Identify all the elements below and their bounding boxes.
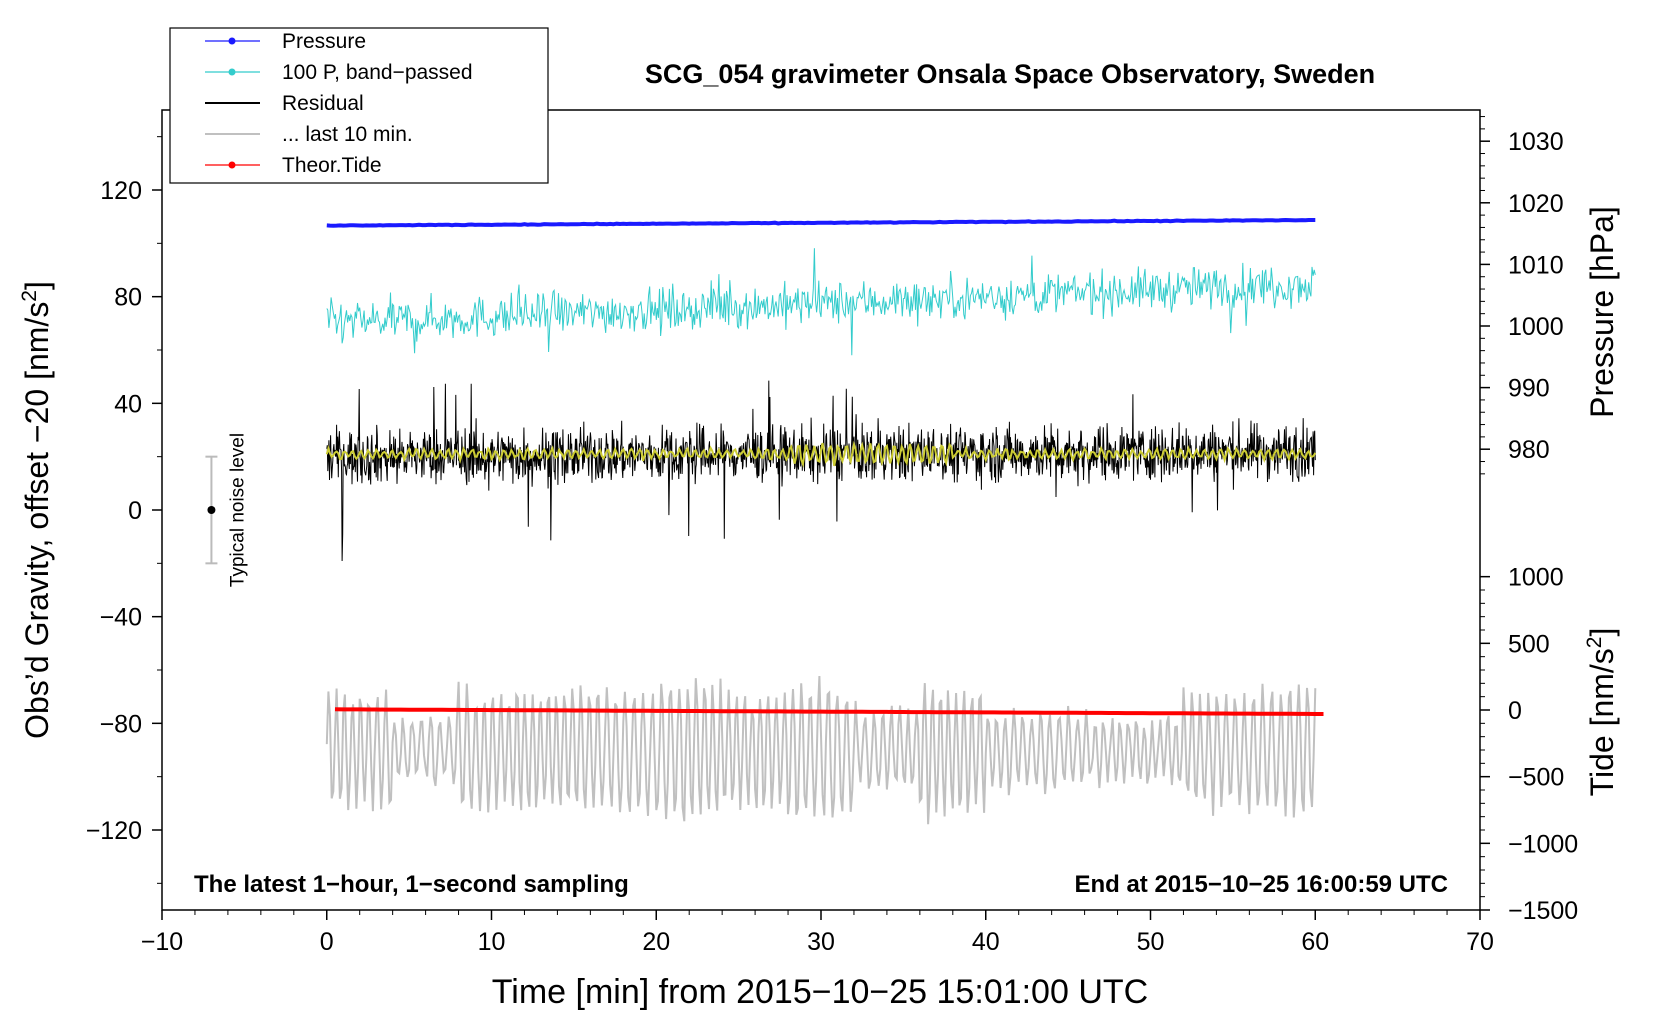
x-tick-label: 0 <box>320 928 334 956</box>
y-axis-left: 120 80 40 0 −40 −80 −120 <box>86 136 162 884</box>
pressure-tick-label: 980 <box>1508 436 1550 464</box>
x-tick-label: 10 <box>478 928 506 956</box>
noise-label: Typical noise level <box>227 433 248 587</box>
legend-pressure-label: Pressure <box>282 30 366 53</box>
tide-tick-label: 1000 <box>1508 564 1564 592</box>
y-tick-label: −120 <box>86 817 142 845</box>
y-tick-label: 0 <box>128 497 142 525</box>
y-tick-label: 40 <box>114 390 142 418</box>
pressure-tick-label: 990 <box>1508 375 1550 403</box>
pressure-tick-label: 1020 <box>1508 190 1564 218</box>
tide-tick-label: 500 <box>1508 630 1550 658</box>
y-tick-label: −40 <box>100 604 142 632</box>
series-layer <box>325 217 1324 825</box>
legend-theor-tide-label: Theor.Tide <box>282 154 382 177</box>
x-tick-label: 30 <box>807 928 835 956</box>
x-axis-label: Time [min] from 2015−10−25 15:01:00 UTC <box>492 973 1148 1011</box>
tide-tick-label: 0 <box>1508 697 1522 725</box>
tide-axis: 1000 500 0 −500 −1000 −1500 <box>1480 564 1578 925</box>
series-band-passed-pressure <box>326 248 1316 356</box>
y-tick-label: 120 <box>100 177 142 205</box>
tide-tick-label: −1000 <box>1508 830 1578 858</box>
legend-pressure-marker <box>228 37 236 45</box>
series-residual <box>326 380 1316 562</box>
annotation-sampling: The latest 1−hour, 1−second sampling <box>194 871 629 898</box>
y-axis-label-left: Obs’d Gravity, offset −20 [nm/s2] <box>18 281 55 739</box>
legend-last-10-min-label: ... last 10 min. <box>282 123 413 146</box>
pressure-tick-label: 1030 <box>1508 128 1564 156</box>
series-pressure <box>326 217 1316 228</box>
y-tick-label: −80 <box>100 710 142 738</box>
legend-theor-tide-marker <box>228 161 236 169</box>
tide-axis-label: Tide [nm/s2] <box>1583 628 1620 797</box>
series-theoretical-tide <box>334 707 1324 716</box>
legend: Pressure 100 P, band−passed Residual ... la… <box>169 27 549 184</box>
pressure-tick-label: 1010 <box>1508 251 1564 279</box>
typical-noise-marker: Typical noise level <box>205 433 248 587</box>
x-tick-label: 20 <box>642 928 670 956</box>
tide-tick-label: −500 <box>1508 764 1564 792</box>
chart-title: SCG_054 gravimeter Onsala Space Observat… <box>645 59 1375 89</box>
x-tick-label: −10 <box>141 928 183 956</box>
y-tick-label: 80 <box>114 284 142 312</box>
noise-center-dot <box>207 506 216 514</box>
x-axis: −10 0 10 20 30 40 50 60 70 <box>141 910 1494 956</box>
legend-box <box>169 27 549 184</box>
series-residual-smoothed <box>325 440 1317 468</box>
legend-residual-label: Residual <box>282 92 364 115</box>
x-tick-label: 40 <box>972 928 1000 956</box>
x-tick-label: 60 <box>1301 928 1329 956</box>
pressure-tick-label: 1000 <box>1508 313 1564 341</box>
legend-band-passed-label: 100 P, band−passed <box>282 61 473 84</box>
x-tick-label: 70 <box>1466 928 1494 956</box>
series-last-10-min <box>325 675 1317 825</box>
plot-frame <box>161 109 1481 911</box>
pressure-axis-label: Pressure [hPa] <box>1584 206 1620 418</box>
x-tick-label: 50 <box>1137 928 1165 956</box>
pressure-axis: 1030 1020 1010 1000 990 980 <box>1480 116 1564 475</box>
tide-tick-label: −1500 <box>1508 897 1578 925</box>
annotation-end-time: End at 2015−10−25 16:00:59 UTC <box>1074 871 1448 898</box>
legend-band-passed-marker <box>228 68 236 76</box>
